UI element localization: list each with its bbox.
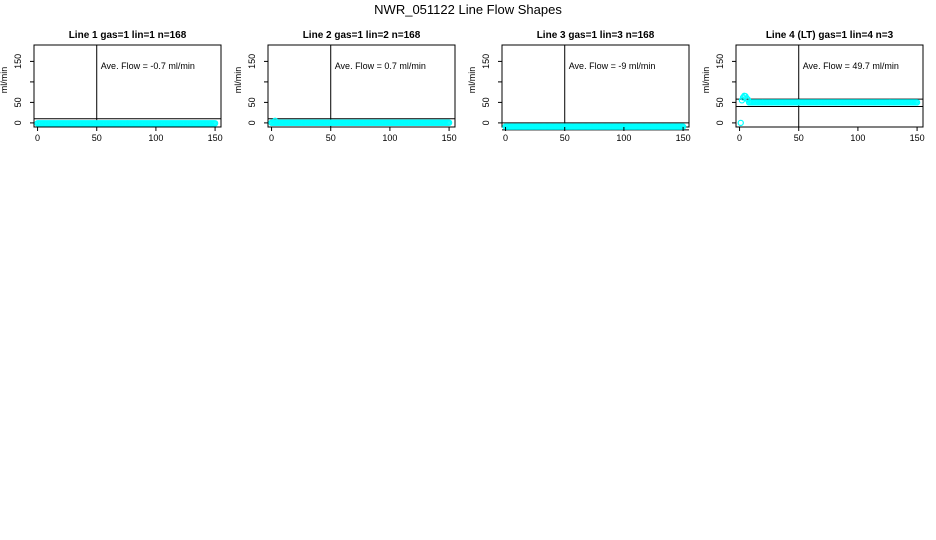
panel-title: Line 3 gas=1 lin=3 n=168 <box>537 30 655 41</box>
chart-panel-2: Line 2 gas=1 lin=2 n=168 0 50 100 150 0 50 150 m… <box>233 30 457 143</box>
x-tick-label: 0 <box>35 133 40 143</box>
plot-frame <box>267 44 456 128</box>
x-tick-label: 150 <box>910 133 925 143</box>
x-tick-label: 0 <box>737 133 742 143</box>
chart-panel-1: Line 1 gas=1 lin=1 n=168 0 50 100 150 0 50 150 m… <box>0 30 223 143</box>
plot-frame <box>33 44 222 128</box>
chart-panel-4: Line 4 (LT) gas=1 lin=4 n=3 0 50 100 150 0 50 1… <box>701 30 925 143</box>
data-point <box>211 120 219 127</box>
y-tick-label: 50 <box>715 97 725 107</box>
y-tick-label: 150 <box>13 54 23 69</box>
x-tick-label: 150 <box>208 133 223 143</box>
y-tick-label: 0 <box>247 120 257 125</box>
chart-panel-3: Line 3 gas=1 lin=3 n=168 0 50 100 150 0 50 150 m… <box>467 30 691 143</box>
panel-title: Line 2 gas=1 lin=2 n=168 <box>303 30 421 41</box>
x-tick-label: 100 <box>382 133 397 143</box>
x-tick-label: 100 <box>616 133 631 143</box>
y-axis-label: ml/min <box>701 67 711 94</box>
average-flow-annotation: Ave. Flow = -0.7 ml/min <box>101 61 195 71</box>
plot-frame <box>501 44 690 128</box>
data-point <box>913 99 921 106</box>
y-axis-label: ml/min <box>467 67 477 94</box>
plot-frame <box>735 44 924 128</box>
x-tick-label: 50 <box>560 133 570 143</box>
panel-title: Line 1 gas=1 lin=1 n=168 <box>69 30 187 41</box>
data-point <box>445 119 453 126</box>
y-tick-label: 150 <box>481 54 491 69</box>
y-axis-label: ml/min <box>233 67 243 94</box>
average-flow-annotation: Ave. Flow = 49.7 ml/min <box>803 61 899 71</box>
x-tick-label: 50 <box>92 133 102 143</box>
x-tick-label: 0 <box>269 133 274 143</box>
x-tick-label: 50 <box>794 133 804 143</box>
y-tick-label: 150 <box>247 54 257 69</box>
x-tick-label: 100 <box>148 133 163 143</box>
y-tick-label: 0 <box>481 120 491 125</box>
data-point <box>737 119 744 127</box>
y-axis-label: ml/min <box>0 67 9 94</box>
y-tick-label: 50 <box>13 97 23 107</box>
y-tick-label: 50 <box>247 97 257 107</box>
page-title: NWR_051122 Line Flow Shapes <box>374 2 562 17</box>
y-tick-label: 150 <box>715 54 725 69</box>
y-tick-label: 0 <box>715 120 725 125</box>
average-flow-annotation: Ave. Flow = 0.7 ml/min <box>335 61 426 71</box>
x-tick-label: 150 <box>442 133 457 143</box>
x-tick-label: 50 <box>326 133 336 143</box>
y-tick-label: 50 <box>481 97 491 107</box>
average-flow-annotation: Ave. Flow = -9 ml/min <box>569 61 656 71</box>
x-tick-label: 0 <box>503 133 508 143</box>
x-tick-label: 150 <box>676 133 691 143</box>
panel-title: Line 4 (LT) gas=1 lin=4 n=3 <box>766 30 894 41</box>
y-tick-label: 0 <box>13 120 23 125</box>
x-tick-label: 100 <box>850 133 865 143</box>
